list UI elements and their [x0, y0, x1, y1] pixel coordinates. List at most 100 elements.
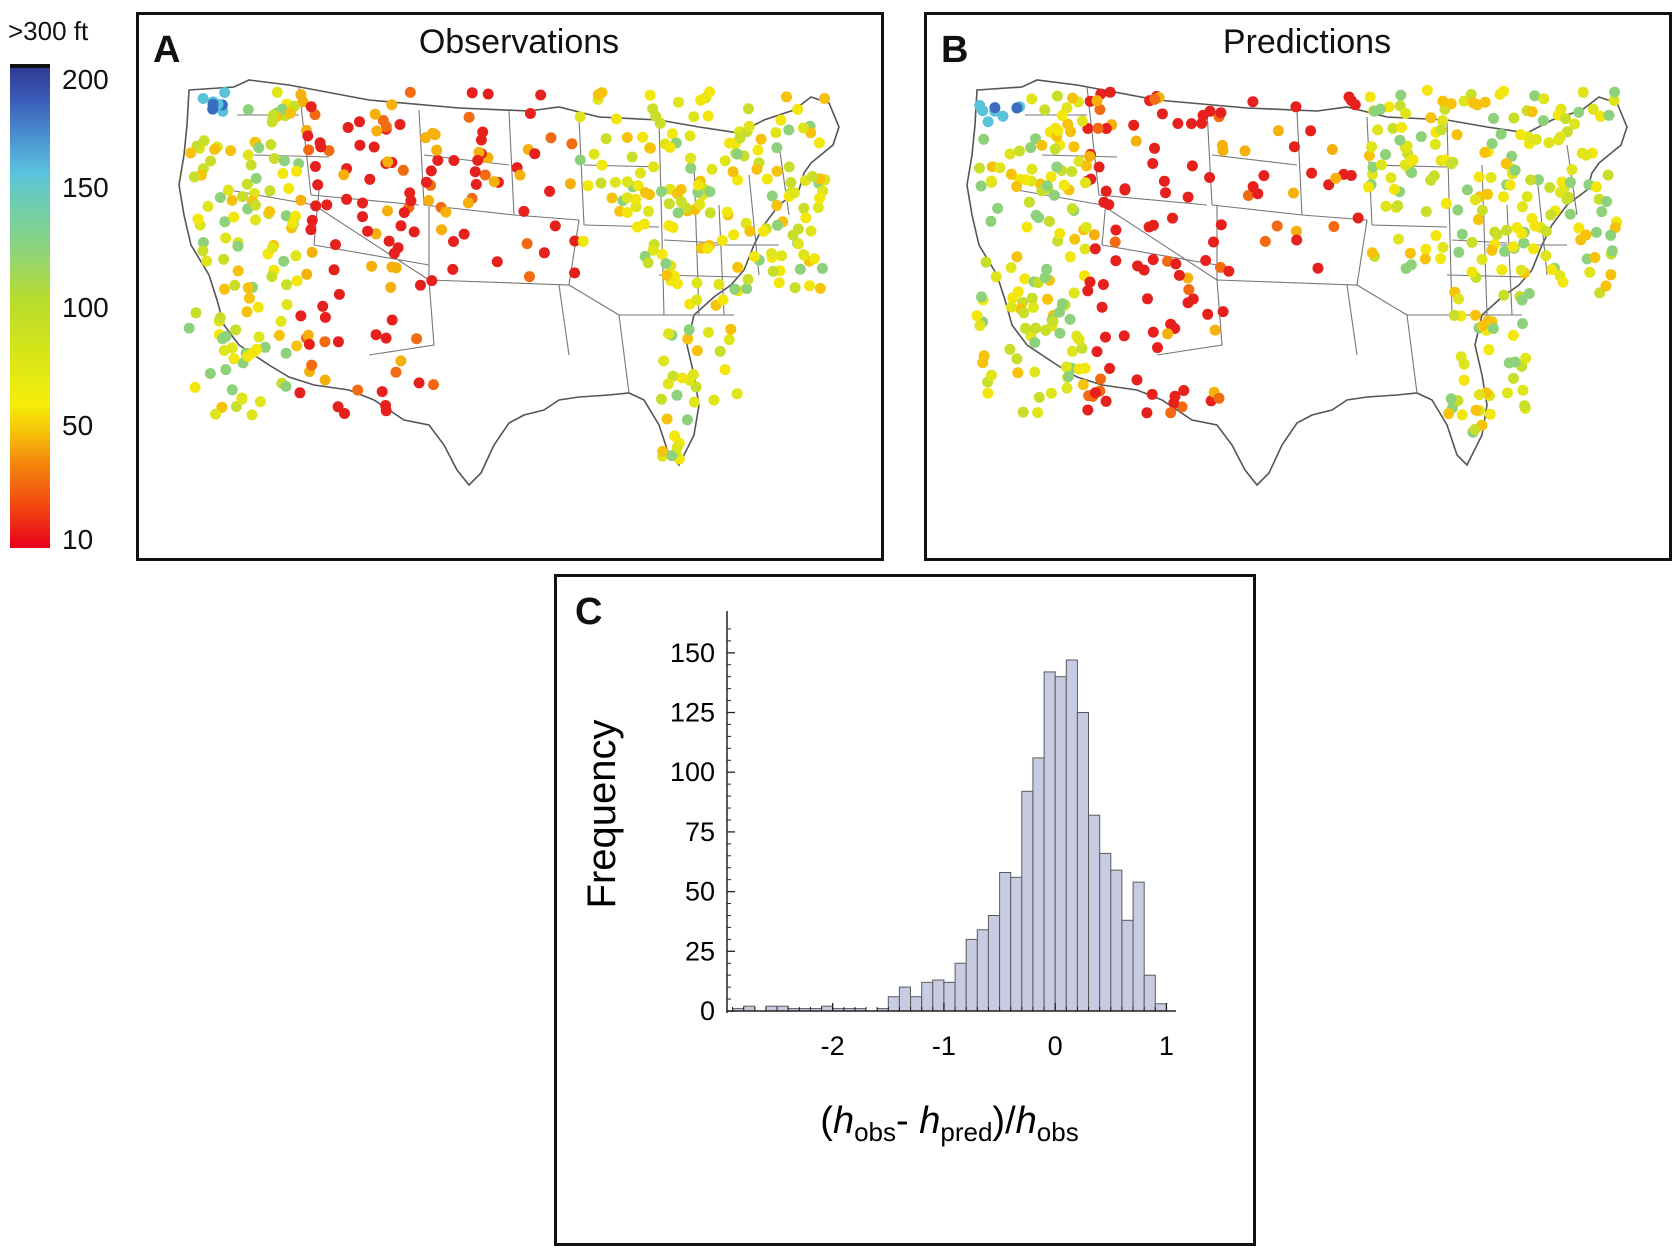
well-point [667, 128, 678, 140]
well-point [989, 102, 1001, 114]
well-point [386, 261, 398, 273]
well-point [217, 333, 228, 345]
well-point [1396, 121, 1407, 133]
well-point [1149, 142, 1160, 154]
well-point [1004, 148, 1016, 160]
well-point [719, 364, 731, 376]
well-point [1507, 241, 1519, 253]
well-point [1498, 191, 1509, 203]
well-point [397, 164, 409, 176]
well-point [975, 180, 987, 192]
well-point [656, 186, 667, 197]
well-point [303, 338, 315, 350]
well-point [1609, 86, 1621, 98]
well-point [1165, 407, 1177, 419]
well-point [985, 369, 997, 381]
well-point [1479, 147, 1491, 158]
well-point [1021, 221, 1033, 233]
well-point [794, 263, 806, 275]
well-point [596, 159, 608, 171]
well-point [1429, 138, 1441, 150]
well-point [488, 176, 500, 188]
well-point [792, 103, 804, 115]
well-point [1051, 161, 1063, 173]
well-point [1217, 306, 1229, 318]
well-point [273, 329, 285, 341]
well-point [237, 191, 248, 203]
well-point [1091, 346, 1103, 358]
well-point [1077, 379, 1089, 391]
well-point [1461, 184, 1473, 196]
well-point [713, 278, 725, 290]
well-point [1128, 119, 1140, 131]
well-point [364, 173, 376, 185]
well-point [1419, 253, 1431, 265]
well-point [295, 89, 307, 101]
well-point [1508, 112, 1520, 124]
well-point [997, 110, 1009, 122]
well-point [1563, 192, 1575, 203]
well-point [1082, 285, 1094, 297]
well-point [1602, 169, 1614, 181]
well-point [1569, 118, 1581, 130]
well-point [280, 380, 292, 392]
well-point [1544, 182, 1556, 193]
well-point [524, 271, 535, 283]
well-point [362, 225, 374, 237]
well-point [1045, 387, 1057, 399]
well-point [339, 408, 350, 419]
well-point [639, 187, 651, 199]
well-point [702, 110, 714, 122]
well-point [1435, 124, 1447, 136]
well-point [252, 301, 264, 313]
well-point [205, 155, 217, 167]
well-point [246, 409, 258, 421]
well-point [1217, 145, 1229, 156]
well-point [1437, 241, 1449, 253]
us-map-group [966, 79, 1628, 487]
well-point [647, 103, 659, 115]
well-point [663, 198, 675, 210]
well-point [566, 138, 578, 150]
well-point [1509, 164, 1521, 176]
well-point [667, 222, 679, 233]
well-point [1095, 373, 1107, 385]
well-point [524, 108, 536, 119]
well-point [1182, 191, 1194, 203]
well-point [219, 283, 230, 295]
well-point [773, 277, 785, 289]
well-point [214, 192, 226, 203]
well-point [220, 232, 232, 244]
well-point [751, 163, 763, 175]
x-axis-label: (hobs- hpred)/hobs [820, 1100, 1078, 1147]
histogram-bar [987, 915, 1000, 1012]
well-point [741, 283, 753, 295]
well-point [192, 213, 204, 225]
well-point [354, 139, 366, 151]
well-point [1012, 367, 1024, 379]
well-point [1029, 366, 1041, 378]
well-point [1208, 236, 1219, 248]
well-point [1529, 220, 1541, 232]
well-point [675, 184, 687, 195]
well-point [672, 207, 684, 219]
well-point [1435, 253, 1447, 265]
well-point [253, 142, 265, 154]
well-point [1445, 393, 1457, 405]
well-point [688, 396, 700, 408]
well-point [1110, 224, 1122, 236]
well-point [463, 111, 475, 123]
well-point [621, 176, 633, 188]
well-point [1323, 179, 1335, 191]
well-point [315, 141, 327, 153]
well-point [744, 225, 756, 237]
well-point [977, 105, 989, 117]
well-point [717, 294, 729, 306]
well-point [1029, 337, 1041, 348]
well-point [1011, 102, 1023, 114]
well-point [648, 161, 660, 173]
well-point [662, 378, 674, 390]
well-point [226, 194, 238, 206]
well-point [806, 171, 818, 182]
well-point [1271, 220, 1283, 232]
